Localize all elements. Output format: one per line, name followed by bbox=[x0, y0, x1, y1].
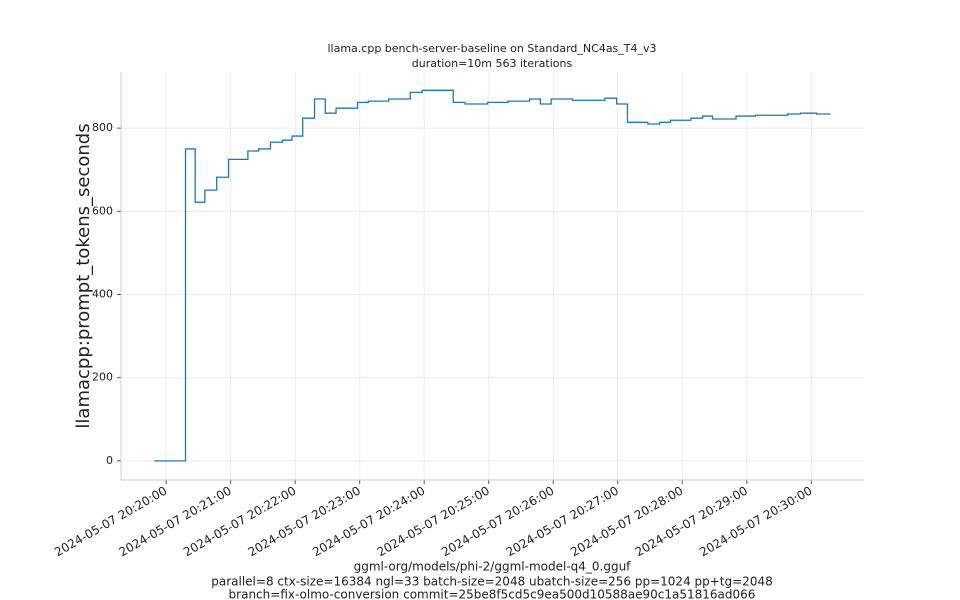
chart-title: llama.cpp bench-server-baseline on Stand… bbox=[327, 42, 656, 55]
y-tick-label: 400 bbox=[92, 288, 113, 301]
y-tick-label: 200 bbox=[92, 371, 113, 384]
x-tick-label: 2024-05-07 20:29:00 bbox=[633, 484, 750, 560]
x-axis-label: ggml-org/models/phi-2/ggml-model-q4_0.gg… bbox=[354, 560, 632, 574]
x-tick-label: 2024-05-07 20:26:00 bbox=[439, 484, 556, 560]
x-tick-label: 2024-05-07 20:28:00 bbox=[568, 484, 685, 560]
y-axis-label: llamacpp:prompt_tokens_seconds bbox=[73, 123, 94, 428]
x-axis-label: parallel=8 ctx-size=16384 ngl=33 batch-s… bbox=[211, 575, 772, 589]
series-line bbox=[154, 89, 831, 462]
x-tick-label: 2024-05-07 20:23:00 bbox=[246, 484, 363, 560]
y-tick-label: 0 bbox=[106, 454, 113, 467]
x-tick-label: 2024-05-07 20:25:00 bbox=[375, 484, 492, 560]
x-tick-label: 2024-05-07 20:27:00 bbox=[504, 484, 621, 560]
x-tick-label: 2024-05-07 20:30:00 bbox=[697, 484, 814, 560]
x-tick-label: 2024-05-07 20:24:00 bbox=[310, 484, 427, 560]
x-tick-label: 2024-05-07 20:20:00 bbox=[52, 484, 169, 560]
chart-subtitle: duration=10m 563 iterations bbox=[412, 57, 573, 70]
x-tick-label: 2024-05-07 20:22:00 bbox=[181, 484, 298, 560]
y-tick-label: 600 bbox=[92, 204, 113, 217]
x-axis-label: branch=fix-olmo-conversion commit=25be8f… bbox=[229, 588, 756, 600]
x-tick-label: 2024-05-07 20:21:00 bbox=[117, 484, 234, 560]
y-tick-label: 800 bbox=[92, 121, 113, 134]
